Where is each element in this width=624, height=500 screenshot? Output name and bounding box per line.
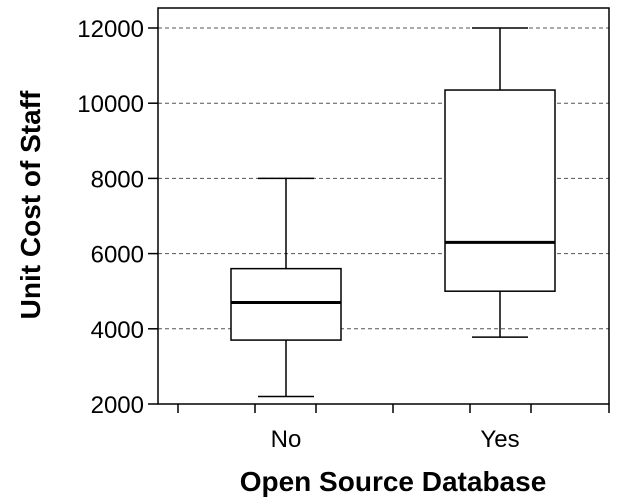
box-yes	[444, 27, 556, 338]
x-axis-ticks	[177, 404, 610, 413]
x-category-label-yes: Yes	[480, 426, 519, 453]
x-category-label-no: No	[271, 426, 302, 453]
plot-frame	[157, 7, 610, 405]
y-tick-label-6000: 6000	[91, 242, 144, 269]
y-axis-ticks: 2000 4000 6000 8000 10000 12000	[77, 16, 158, 419]
y-tick-label-4000: 4000	[91, 317, 144, 344]
box-no	[230, 177, 342, 398]
x-category-labels: No Yes	[271, 426, 520, 453]
y-tick-label-2000: 2000	[91, 392, 144, 419]
y-tick-label-8000: 8000	[91, 166, 144, 193]
x-axis-title: Open Source Database	[240, 466, 547, 497]
boxes	[230, 27, 556, 398]
grid-lines	[158, 27, 609, 330]
iqr-box-yes	[444, 89, 556, 292]
y-axis-title: Unit Cost of Staff	[15, 90, 46, 319]
iqr-box-no	[230, 267, 342, 341]
y-tick-label-12000: 12000	[77, 16, 144, 43]
y-tick-label-10000: 10000	[77, 91, 144, 118]
